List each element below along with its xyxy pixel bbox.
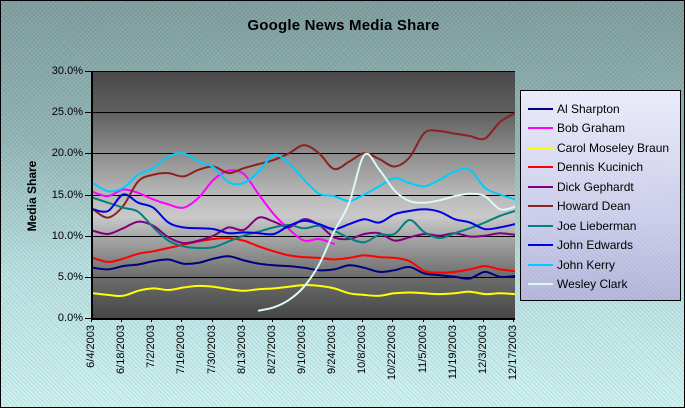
y-tick-label: 5.0% bbox=[57, 270, 83, 283]
x-tick-label: 10/22/2003 bbox=[386, 325, 399, 381]
legend-label: Dennis Kucinich bbox=[557, 160, 644, 175]
x-axis-tick bbox=[482, 318, 484, 322]
legend-item: Joe Lieberman bbox=[528, 216, 680, 236]
legend: Al Sharpton Bob Graham Carol Moseley Braun… bbox=[520, 90, 681, 301]
legend-line-swatch bbox=[528, 263, 553, 266]
x-axis-tick bbox=[332, 318, 334, 322]
x-tick-label: 8/13/2003 bbox=[235, 325, 248, 374]
x-tick-label: 10/8/2003 bbox=[356, 325, 369, 374]
series-line-dennis-kucinich bbox=[93, 237, 515, 274]
x-tick-label: 7/2/2003 bbox=[145, 325, 158, 368]
y-axis-tick bbox=[85, 153, 91, 155]
x-tick-label: 11/5/2003 bbox=[416, 325, 429, 374]
series-line-howard-dean bbox=[93, 112, 515, 219]
x-axis-tick bbox=[211, 318, 213, 322]
y-tick-label: 10.0% bbox=[51, 229, 83, 242]
y-tick-label: 0.0% bbox=[57, 312, 83, 324]
series-line-dick-gephardt bbox=[93, 216, 515, 245]
legend-line-swatch bbox=[528, 127, 553, 130]
x-axis-tick bbox=[452, 318, 454, 322]
series-line-wesley-clark bbox=[257, 152, 515, 312]
legend-item: John Edwards bbox=[528, 236, 680, 256]
legend-line-swatch bbox=[528, 244, 553, 247]
x-axis-tick bbox=[241, 318, 243, 322]
legend-line-swatch bbox=[528, 185, 553, 188]
y-tick-label: 15.0% bbox=[51, 188, 83, 201]
plot-svg bbox=[93, 71, 515, 312]
legend-line-swatch bbox=[528, 146, 553, 149]
legend-line-swatch bbox=[528, 224, 553, 227]
series-line-al-sharpton bbox=[93, 255, 515, 280]
series-line-bob-graham bbox=[93, 169, 336, 245]
x-tick-label: 11/19/2003 bbox=[446, 325, 459, 380]
y-axis-tick bbox=[85, 235, 91, 237]
legend-item: Carol Moseley Braun bbox=[528, 138, 680, 158]
legend-item: Dennis Kucinich bbox=[528, 158, 680, 178]
y-axis-tick bbox=[85, 112, 91, 114]
legend-label: John Kerry bbox=[557, 257, 616, 272]
legend-item: Wesley Clark bbox=[528, 275, 680, 295]
y-axis-tick bbox=[85, 276, 91, 278]
series-line-joe-lieberman bbox=[93, 196, 515, 250]
x-axis-tick bbox=[422, 318, 424, 322]
y-tick-label: 30.0% bbox=[51, 65, 83, 77]
legend-item: John Kerry bbox=[528, 255, 680, 275]
legend-item: Bob Graham bbox=[528, 119, 680, 139]
x-tick-label: 8/27/2003 bbox=[265, 325, 278, 374]
series-line-john-kerry bbox=[93, 152, 515, 203]
x-tick-label: 6/4/2003 bbox=[85, 325, 97, 368]
plot-area bbox=[91, 71, 515, 320]
legend-item: Al Sharpton bbox=[528, 99, 680, 119]
x-tick-label: 9/10/2003 bbox=[296, 325, 308, 374]
legend-label: Al Sharpton bbox=[557, 101, 620, 116]
x-tick-label: 12/17/2003 bbox=[507, 325, 519, 381]
x-axis-tick bbox=[392, 318, 394, 322]
legend-line-swatch bbox=[528, 107, 553, 110]
x-tick-label: 6/18/2003 bbox=[115, 325, 128, 374]
x-tick-label: 12/3/2003 bbox=[476, 325, 489, 374]
x-axis-tick bbox=[91, 318, 92, 322]
x-axis-tick bbox=[302, 318, 303, 322]
x-tick-label: 7/30/2003 bbox=[205, 325, 218, 374]
legend-label: Carol Moseley Braun bbox=[557, 140, 670, 155]
y-tick-label: 25.0% bbox=[51, 106, 83, 119]
legend-label: Dick Gephardt bbox=[557, 179, 634, 194]
legend-label: Bob Graham bbox=[557, 121, 626, 136]
legend-line-swatch bbox=[528, 283, 553, 286]
legend-label: Joe Lieberman bbox=[557, 218, 637, 233]
legend-line-swatch bbox=[528, 205, 553, 208]
legend-item: Howard Dean bbox=[528, 197, 680, 217]
x-axis-tick bbox=[362, 318, 364, 322]
x-axis-tick bbox=[151, 318, 153, 322]
legend-label: Wesley Clark bbox=[557, 277, 628, 292]
legend-line-swatch bbox=[528, 166, 553, 169]
series-line-carol-moseley-braun bbox=[93, 284, 515, 298]
y-axis-tick bbox=[85, 318, 91, 319]
x-axis-tick bbox=[181, 318, 183, 322]
x-tick-label: 7/16/2003 bbox=[175, 325, 188, 374]
x-axis-tick bbox=[271, 318, 273, 322]
x-axis-tick bbox=[121, 318, 123, 322]
y-axis-tick bbox=[85, 194, 91, 196]
chart-title: Google News Media Share bbox=[247, 17, 440, 34]
legend-item: Dick Gephardt bbox=[528, 177, 680, 197]
legend-label: Howard Dean bbox=[557, 199, 631, 214]
x-tick-label: 9/24/2003 bbox=[326, 325, 339, 374]
legend-label: John Edwards bbox=[557, 238, 634, 253]
y-axis-tick bbox=[85, 71, 91, 72]
series-line-john-edwards bbox=[93, 193, 515, 236]
y-tick-label: 20.0% bbox=[51, 147, 83, 160]
x-axis-tick bbox=[513, 318, 514, 322]
